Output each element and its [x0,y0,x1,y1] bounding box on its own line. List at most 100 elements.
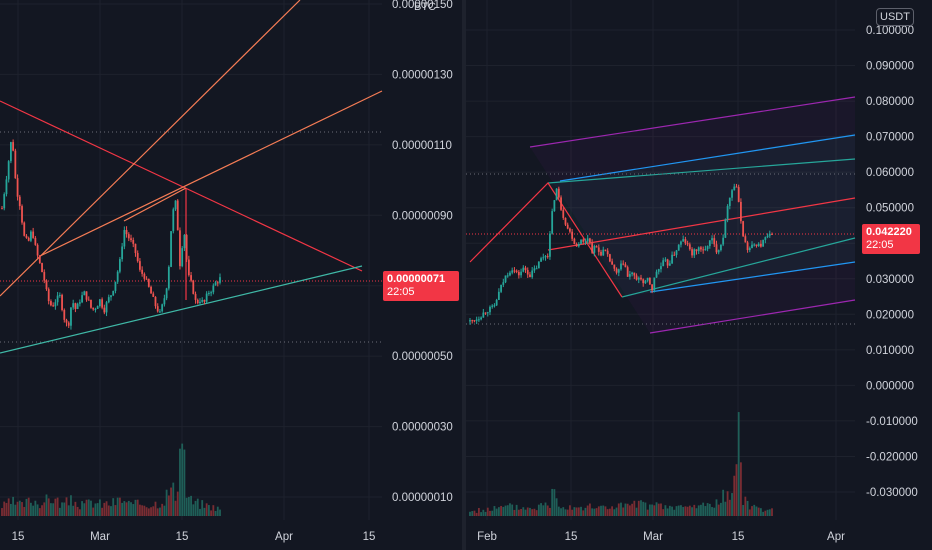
volume-bar [584,507,587,516]
candle-body [657,269,660,272]
volume-bar [757,507,760,516]
candle-body [551,211,554,234]
volume-bar [181,443,184,516]
volume-bar [651,504,653,516]
right-price-axis[interactable]: 0.100000 0.090000 0.080000 0.070000 0.060000… [866,25,918,499]
volume-bar [190,495,192,516]
candle-body [90,299,92,308]
left-grid [0,0,382,520]
volume-bar [14,504,17,516]
volume-bar [586,505,589,516]
volume-bar [595,508,598,516]
volume-bar [535,510,538,516]
volume-bar [125,502,128,516]
y-tick-label: 0.070000 [866,132,914,144]
volume-bar [755,506,758,516]
candle-body [604,249,607,251]
candle-body [517,271,520,276]
volume-bar [615,507,618,516]
candle-body [16,178,19,197]
left-time-axis[interactable]: 15 Mar 15 Apr 15 [12,531,376,543]
candle-body [575,244,578,247]
volume-bar [152,506,155,516]
candle-body [110,295,112,298]
volume-bar [25,498,28,516]
candle-body [580,239,582,245]
y-tick-label: 0.00000010 [392,492,453,504]
candle-body [540,258,542,262]
volume-bar [105,501,108,516]
candle-body [533,268,536,271]
left-chart-pane[interactable] [0,0,383,520]
volume-bar [593,508,596,516]
candle-body [628,274,631,277]
volume-bar [32,505,35,516]
candle-body [620,263,622,270]
volume-bar [646,509,649,516]
volume-bar [764,510,767,516]
volume-bar [671,506,673,516]
candle-body [36,244,39,256]
volume-bar [212,505,215,516]
candle-body [662,260,665,267]
candle-body [522,267,525,272]
volume-bar [196,498,199,516]
channel-purple-top [529,96,856,148]
volume-bar [728,499,731,516]
volume-bar [768,509,771,516]
volume-bar [762,511,765,516]
volume-bar [635,507,638,516]
volume-bar [533,508,536,516]
candle-body [30,231,32,241]
volume-bar [123,501,126,516]
candle-body [564,217,567,225]
y-tick-label: -0.010000 [866,416,918,428]
volume-bar [172,482,175,516]
candle-body [589,238,591,243]
volume-bar [560,508,562,516]
volume-bar [7,498,10,516]
channel-purple-bottom [649,299,856,334]
volume-bar [482,509,485,516]
candle-body [584,241,587,243]
candle-body [165,288,168,299]
right-last-price-tag: 0.042220 22:05 [862,224,920,254]
volume-bar [134,499,137,516]
volume-bar [486,507,489,516]
volume-bar [139,504,141,516]
candle-body [757,243,760,247]
volume-bar [54,498,57,516]
volume-bar [27,497,30,516]
candle-body [535,268,538,270]
candle-body [112,290,115,296]
left-price-axis[interactable]: 0.00000150 0.00000130 0.00000110 0.00000090… [392,0,453,504]
volume-bar [573,507,576,516]
x-tick-label: 15 [12,531,25,543]
right-time-axis[interactable]: Feb 15 Mar 15 Apr [477,531,845,543]
usdt-badge[interactable]: USDT [876,8,914,26]
candle-body [14,150,17,179]
channel-blue-top [559,134,856,182]
candle-body [562,209,565,218]
right-volume [469,412,773,516]
candle-body [486,312,489,314]
candle-body [591,242,594,253]
candle-body [626,267,629,277]
volume-bar [589,503,591,516]
volume-bar [686,506,689,516]
volume-bar [127,500,130,516]
volume-bar [112,498,115,516]
candle-body [553,200,556,212]
volume-bar [187,496,190,516]
candle-body [762,239,765,247]
candle-body [159,311,161,313]
candle-body [651,284,653,291]
y-tick-label: 0.00000030 [392,422,453,434]
candle-body [83,291,86,296]
candle-body [94,308,97,310]
pane-divider[interactable] [462,0,466,550]
btc-quote-label: BTC [414,1,436,13]
right-countdown: 22:05 [866,239,894,251]
right-chart-pane[interactable] [466,0,856,520]
